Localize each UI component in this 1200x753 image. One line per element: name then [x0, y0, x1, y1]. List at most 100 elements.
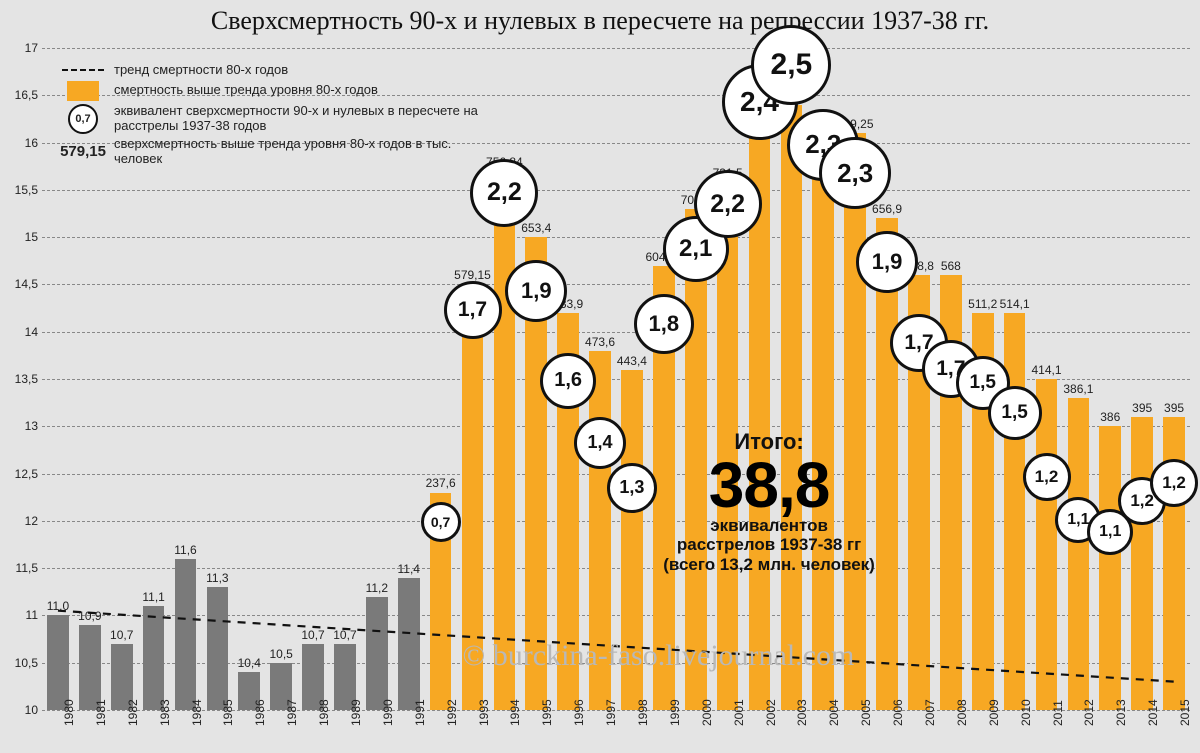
equivalent-bubble: 1,9: [505, 260, 567, 322]
summary-desc: эквивалентоврасстрелов 1937-38 гг(всего …: [659, 516, 879, 575]
bar: [1131, 417, 1153, 710]
equivalent-bubble: 1,3: [607, 463, 657, 513]
x-tick-label: 1980: [62, 699, 76, 726]
bar-value-label: 10,7: [333, 628, 356, 642]
bar-value-label: 443,4: [617, 354, 647, 368]
bar-value-label: 473,6: [585, 335, 615, 349]
x-tick-label: 1990: [381, 699, 395, 726]
legend-row-bubble: 0,7 эквивалент сверхсмертности 90-х и ну…: [62, 104, 502, 134]
y-tick-label: 14,5: [2, 277, 38, 291]
y-tick-label: 12: [2, 514, 38, 528]
bar: [79, 625, 101, 710]
bar: [462, 284, 484, 710]
chart-title: Сверхсмертность 90-х и нулевых в пересче…: [0, 6, 1200, 36]
x-tick-label: 1996: [572, 699, 586, 726]
legend-row-trend: тренд смертности 80-х годов: [62, 63, 502, 78]
x-tick-label: 2004: [827, 699, 841, 726]
y-tick-label: 16: [2, 136, 38, 150]
bar: [1036, 379, 1058, 710]
equivalent-bubble: 0,7: [421, 502, 461, 542]
x-tick-label: 2008: [955, 699, 969, 726]
bar: [143, 606, 165, 710]
bar-value-label: 514,1: [1000, 297, 1030, 311]
legend-row-value: 579,15 сверхсмертность выше тренда уровн…: [62, 137, 502, 167]
bar-value-label: 237,6: [426, 476, 456, 490]
equivalent-bubble: 1,2: [1023, 453, 1071, 501]
y-tick-label: 12,5: [2, 467, 38, 481]
y-tick-label: 15,5: [2, 183, 38, 197]
x-tick-label: 1989: [349, 699, 363, 726]
bar: [398, 578, 420, 710]
gridline: [42, 237, 1190, 238]
y-tick-label: 14: [2, 325, 38, 339]
bar-value-label: 10,9: [78, 609, 101, 623]
equivalent-bubble: 1,7: [444, 281, 502, 339]
gridline: [42, 284, 1190, 285]
summary-value: 38,8: [659, 455, 879, 516]
equivalent-bubble: 1,2: [1150, 459, 1198, 507]
x-tick-label: 1997: [604, 699, 618, 726]
y-tick-label: 15: [2, 230, 38, 244]
x-tick-label: 1991: [413, 699, 427, 726]
bar-value-label: 11,0: [47, 599, 69, 613]
bar-value-label: 11,1: [142, 590, 164, 604]
equivalent-bubble: 1,9: [856, 231, 918, 293]
bar-value-label: 386,1: [1063, 382, 1093, 396]
bar-value-label: 386: [1100, 410, 1120, 424]
x-tick-label: 1994: [508, 699, 522, 726]
bar-value-label: 395: [1132, 401, 1152, 415]
x-tick-label: 2010: [1019, 699, 1033, 726]
bar: [47, 615, 69, 710]
x-tick-label: 2011: [1051, 700, 1065, 726]
x-tick-label: 1984: [190, 699, 204, 726]
bar: [494, 171, 516, 710]
bar-value-label: 11,3: [206, 571, 228, 585]
bar-value-label: 653,4: [521, 221, 551, 235]
bar-value-label: 395: [1164, 401, 1184, 415]
x-tick-label: 2006: [891, 699, 905, 726]
y-tick-label: 11: [2, 608, 38, 622]
x-tick-label: 2001: [732, 699, 746, 726]
equivalent-bubble: 1,6: [540, 353, 596, 409]
x-tick-label: 1992: [445, 699, 459, 726]
x-tick-label: 2009: [987, 699, 1001, 726]
y-tick-label: 17: [2, 41, 38, 55]
circle-icon: 0,7: [68, 104, 98, 134]
legend-text: смертность выше тренда уровня 80-х годов: [114, 83, 378, 98]
bar-value-label: 10,4: [238, 656, 261, 670]
gridline: [42, 48, 1190, 49]
x-tick-label: 1998: [636, 699, 650, 726]
bar-value-label: 656,9: [872, 202, 902, 216]
x-tick-label: 1999: [668, 699, 682, 726]
legend-text: сверхсмертность выше тренда уровня 80-х …: [114, 137, 502, 167]
y-tick-label: 11,5: [2, 561, 38, 575]
bar-value-label: 10,7: [110, 628, 133, 642]
x-tick-label: 2000: [700, 699, 714, 726]
x-tick-label: 2015: [1178, 699, 1192, 726]
legend-sample-number: 579,15: [62, 143, 104, 160]
bar-value-label: 579,15: [454, 268, 491, 282]
x-tick-label: 2005: [859, 699, 873, 726]
square-icon: [67, 81, 99, 101]
x-tick-label: 1982: [126, 699, 140, 726]
legend: тренд смертности 80-х годов смертность в…: [62, 60, 502, 170]
x-tick-label: 1995: [540, 699, 554, 726]
bar-value-label: 11,4: [397, 562, 419, 576]
y-tick-label: 13: [2, 419, 38, 433]
y-tick-label: 10: [2, 703, 38, 717]
x-tick-label: 2012: [1082, 699, 1096, 726]
bar-value-label: 11,6: [174, 543, 196, 557]
summary-total: Итого:38,8эквивалентоврасстрелов 1937-38…: [659, 429, 879, 574]
equivalent-bubble: 1,4: [574, 417, 626, 469]
bar: [844, 133, 866, 710]
gridline: [42, 190, 1190, 191]
bar: [1099, 426, 1121, 710]
bar-value-label: 511,2: [968, 297, 997, 311]
y-tick-label: 16,5: [2, 88, 38, 102]
x-tick-label: 2002: [764, 699, 778, 726]
x-tick-label: 2003: [795, 699, 809, 726]
bar-value-label: 10,7: [301, 628, 324, 642]
bar-value-label: 414,1: [1031, 363, 1061, 377]
equivalent-bubble: 1,5: [988, 386, 1042, 440]
bar: [621, 370, 643, 710]
